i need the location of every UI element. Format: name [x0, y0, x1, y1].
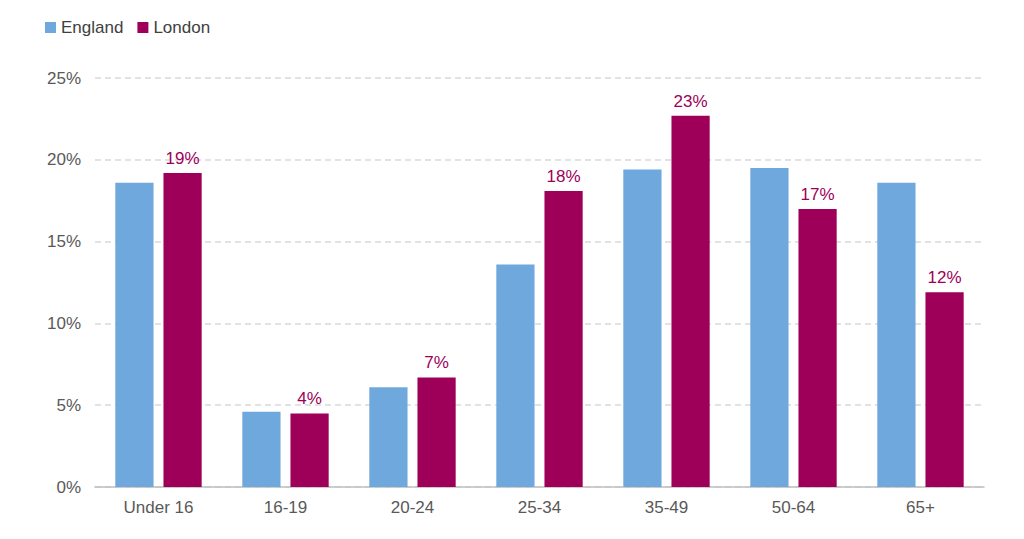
svg-text:England: England: [61, 18, 123, 37]
svg-text:16-19: 16-19: [264, 498, 307, 517]
svg-text:20%: 20%: [47, 150, 81, 169]
svg-text:23%: 23%: [674, 92, 708, 111]
svg-text:4%: 4%: [297, 389, 322, 408]
svg-text:17%: 17%: [801, 185, 835, 204]
svg-text:50-64: 50-64: [772, 498, 815, 517]
svg-text:15%: 15%: [47, 232, 81, 251]
svg-text:0%: 0%: [56, 478, 81, 497]
svg-text:65+: 65+: [906, 498, 935, 517]
svg-text:18%: 18%: [547, 167, 581, 186]
svg-text:Under 16: Under 16: [124, 498, 194, 517]
svg-text:20-24: 20-24: [391, 498, 434, 517]
svg-text:25-34: 25-34: [518, 498, 561, 517]
svg-text:7%: 7%: [424, 353, 449, 372]
svg-text:12%: 12%: [928, 268, 962, 287]
svg-text:35-49: 35-49: [645, 498, 688, 517]
svg-text:5%: 5%: [56, 396, 81, 415]
svg-text:19%: 19%: [166, 149, 200, 168]
svg-text:London: London: [153, 18, 210, 37]
svg-text:10%: 10%: [47, 314, 81, 333]
svg-text:25%: 25%: [47, 69, 81, 88]
